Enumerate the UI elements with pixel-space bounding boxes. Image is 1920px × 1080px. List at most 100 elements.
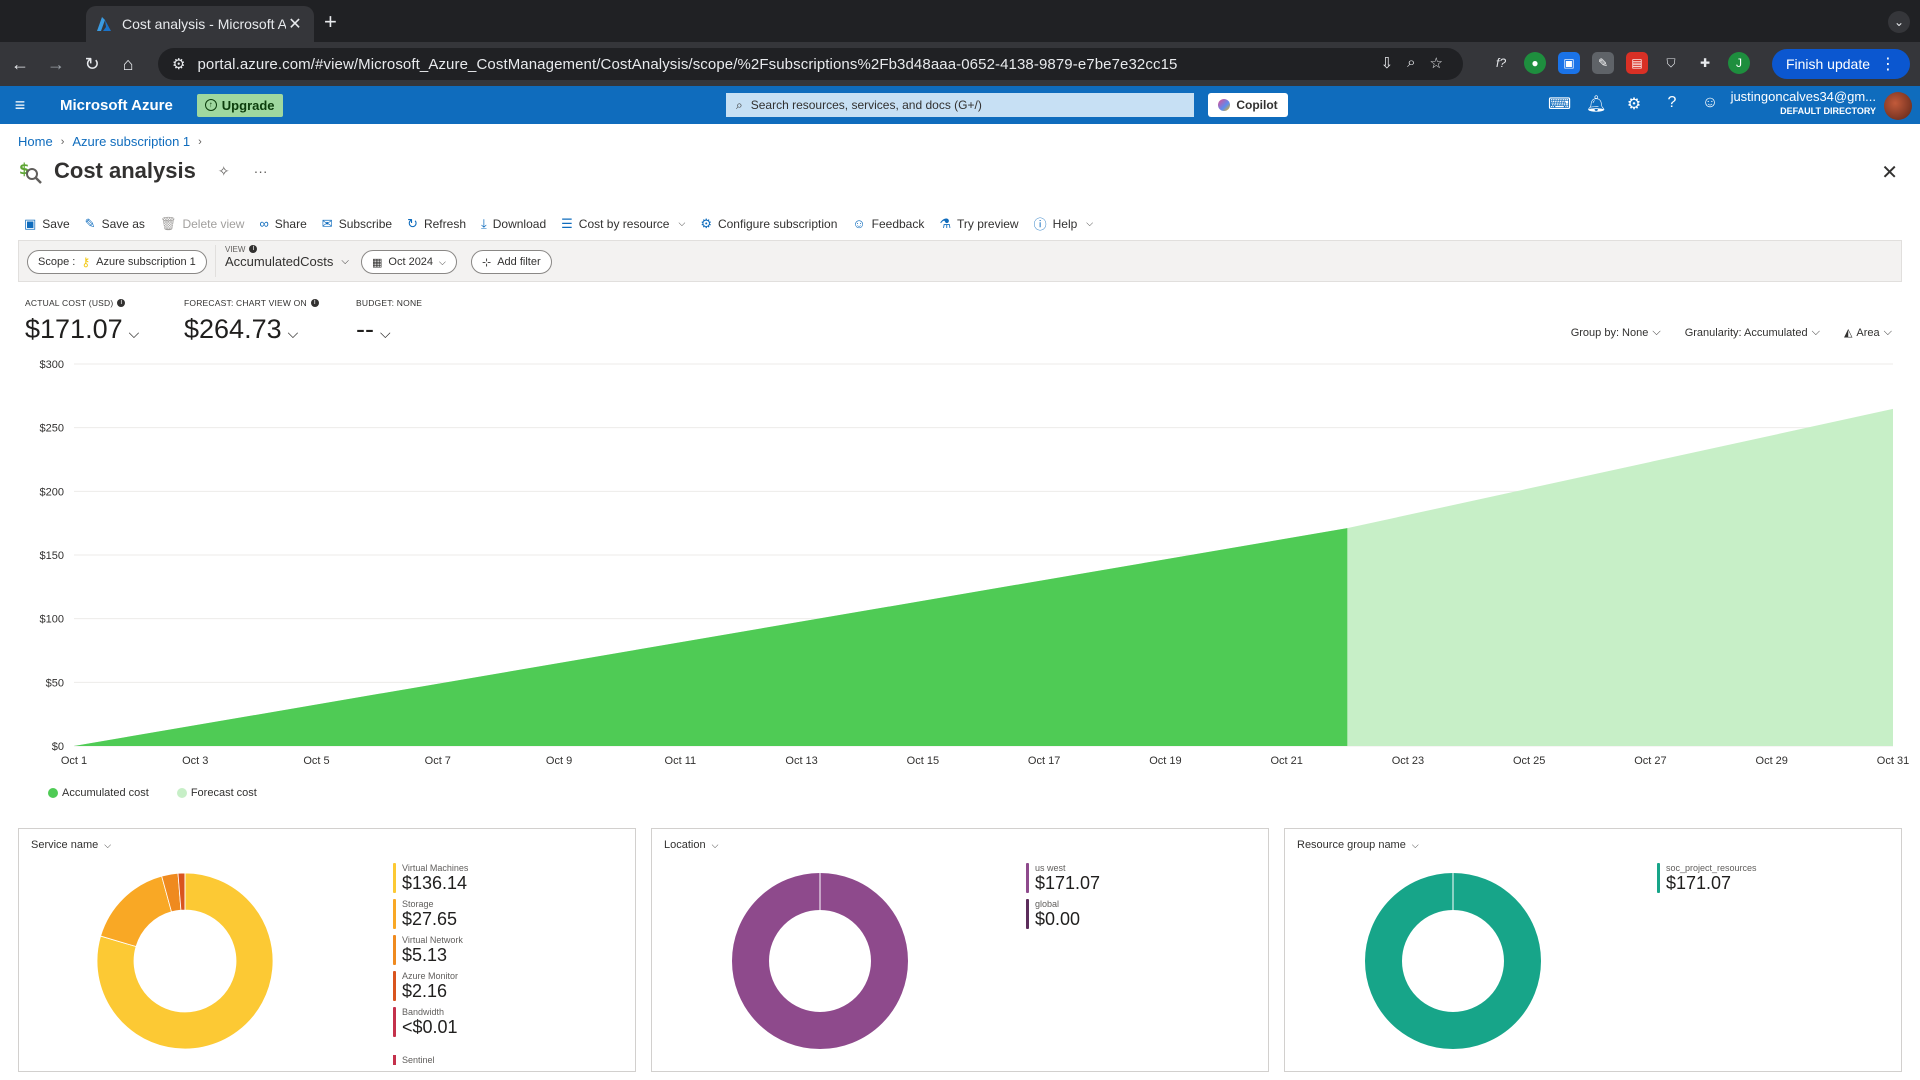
account-menu[interactable]: justingoncalves34@gm... DEFAULT DIRECTOR… — [1731, 90, 1876, 118]
extensions-puzzle-icon[interactable]: ✚ — [1699, 56, 1711, 70]
location-legend: us west $171.07 global $0.00 — [1026, 863, 1100, 935]
save-button[interactable]: ▣ Save — [24, 216, 70, 232]
refresh-button[interactable]: ↻ Refresh — [407, 216, 466, 232]
resource-group-dropdown[interactable]: Resource group name ⌵ — [1297, 839, 1419, 851]
granularity-dropdown[interactable]: Granularity: Accumulated ⌵ — [1685, 326, 1820, 339]
donut-slice[interactable] — [732, 873, 908, 1049]
extension-formula-icon[interactable]: f? — [1495, 56, 1506, 70]
refresh-icon: ↻ — [407, 215, 418, 231]
donut-slice[interactable] — [100, 875, 172, 948]
budget-kpi[interactable]: BUDGET: NONE -- ⌵ — [356, 298, 422, 345]
settings-gear-icon[interactable]: ⚙ — [1626, 96, 1642, 113]
account-avatar[interactable] — [1884, 92, 1912, 120]
chevron-right-icon: › — [198, 135, 202, 148]
pin-icon[interactable]: ✧ — [217, 162, 230, 179]
scope-label: Scope : — [38, 256, 76, 268]
bookmark-star-icon[interactable]: ☆ — [1429, 55, 1443, 72]
site-info-icon[interactable]: ⚙ — [172, 56, 186, 73]
notifications-bell-icon[interactable]: 🔔︎ — [1586, 96, 1607, 113]
help-button[interactable]: ⓘ Help ⌵ — [1034, 214, 1094, 233]
legend-item[interactable]: Virtual Machines $136.14 — [393, 863, 468, 893]
try-preview-button[interactable]: ⚗ Try preview — [939, 216, 1018, 232]
browser-tab[interactable]: Cost analysis - Microsoft Azure ✕ — [86, 6, 314, 42]
upgrade-button[interactable]: ↑ Upgrade — [196, 93, 283, 117]
legend-item[interactable]: us west $171.07 — [1026, 863, 1100, 893]
legend-item[interactable]: Virtual Network $5.13 — [393, 935, 468, 965]
legend-forecast-cost[interactable]: Forecast cost — [176, 787, 257, 799]
extension-red-icon[interactable]: ▤ — [1626, 52, 1648, 74]
chart-type-dropdown[interactable]: ◭ Area ⌵ — [1844, 326, 1892, 339]
service-name-dropdown[interactable]: Service name ⌵ — [31, 839, 111, 851]
feedback-person-icon[interactable]: ☺ — [1701, 94, 1719, 111]
legend-text: Azure Monitor $2.16 — [402, 971, 458, 1001]
download-button[interactable]: ⤓ Download — [481, 216, 546, 232]
extension-shield-icon[interactable]: ⛉ — [1666, 55, 1676, 70]
breadcrumb-subscription[interactable]: Azure subscription 1 — [72, 134, 191, 149]
list-icon: ☰ — [561, 215, 573, 231]
legend-item[interactable]: Bandwidth <$0.01 — [393, 1007, 468, 1037]
help-question-icon[interactable]: ? — [1667, 94, 1677, 111]
group-by-dropdown[interactable]: Group by: None ⌵ — [1571, 326, 1661, 339]
x-tick-label: Oct 21 — [1270, 755, 1302, 767]
legend-text: us west $171.07 — [1035, 863, 1100, 893]
flask-icon: ⚗ — [939, 215, 952, 231]
new-tab-icon[interactable]: + — [324, 9, 337, 34]
extension-green-icon[interactable]: ● — [1524, 52, 1546, 74]
info-icon: i — [249, 245, 258, 253]
feedback-button[interactable]: ☺ Feedback — [852, 216, 924, 231]
copilot-button[interactable]: Copilot — [1208, 93, 1288, 117]
tab-search-icon[interactable]: ⌄ — [1888, 11, 1910, 33]
browser-profile-avatar[interactable]: J — [1728, 52, 1750, 74]
legend-item[interactable]: soc_project_resources $171.07 — [1657, 863, 1757, 893]
actual-cost-kpi[interactable]: ACTUAL COST (USD) i $171.07 ⌵ — [25, 298, 139, 345]
add-filter-button[interactable]: ⊹ Add filter — [471, 250, 552, 274]
home-icon[interactable]: ⌂ — [122, 53, 134, 74]
subscribe-label: Subscribe — [338, 216, 393, 231]
view-selector[interactable]: VIEW i AccumulatedCosts ⌵ — [225, 245, 349, 269]
breadcrumb-home[interactable]: Home — [18, 134, 53, 149]
legend-accumulated-cost[interactable]: Accumulated cost — [48, 787, 149, 799]
upgrade-label: Upgrade — [221, 97, 275, 113]
accumulated-cost-area[interactable] — [74, 528, 1348, 746]
install-app-icon[interactable]: ⇩ — [1380, 55, 1394, 72]
chevron-down-icon: ⌵ — [1652, 326, 1661, 338]
portal-menu-icon[interactable]: ≡ — [14, 94, 26, 115]
configure-subscription-button[interactable]: ⚙ Configure subscription — [700, 216, 837, 232]
extension-pen-icon[interactable]: ✎ — [1592, 52, 1614, 74]
x-tick-label: Oct 11 — [665, 755, 697, 767]
azure-brand[interactable]: Microsoft Azure — [60, 96, 173, 114]
finish-update-button[interactable]: Finish update ⋮ — [1771, 49, 1910, 79]
legend-item[interactable]: global $0.00 — [1026, 899, 1100, 929]
date-range-pill[interactable]: ▦ Oct 2024 ⌵ — [361, 250, 457, 274]
reload-icon[interactable]: ↻ — [84, 53, 100, 74]
chevron-down-icon: ⌵ — [128, 325, 140, 341]
back-icon[interactable]: ← — [11, 53, 29, 74]
scope-pill[interactable]: Scope : ⚷ Azure subscription 1 — [27, 250, 207, 274]
forecast-kpi[interactable]: FORECAST: CHART VIEW ON i $264.73 ⌵ — [184, 298, 319, 345]
copilot-icon — [1218, 99, 1231, 111]
donut-slice[interactable] — [96, 872, 274, 1050]
x-tick-label: Oct 13 — [785, 755, 817, 767]
close-blade-icon[interactable]: ✕ — [1881, 162, 1898, 184]
zoom-icon[interactable]: ⌕ — [1407, 54, 1416, 71]
x-tick-label: Oct 3 — [182, 755, 208, 767]
donut-slice[interactable] — [1365, 873, 1541, 1049]
cost-by-resource-button[interactable]: ☰ Cost by resource ⌵ — [561, 216, 685, 232]
legend-item[interactable]: Storage $27.65 — [393, 899, 468, 929]
extension-blue-icon[interactable]: ▣ — [1558, 52, 1580, 74]
legend-item[interactable]: Azure Monitor $2.16 — [393, 971, 468, 1001]
location-dropdown[interactable]: Location ⌵ — [664, 839, 718, 851]
share-button[interactable]: ∞ Share — [259, 216, 306, 231]
more-options-icon[interactable]: ··· — [253, 163, 268, 179]
close-tab-icon[interactable]: ✕ — [288, 16, 302, 33]
cloud-shell-icon[interactable]: ⌨ — [1548, 96, 1572, 113]
forecast-cost-area[interactable] — [74, 408, 1893, 746]
share-link-icon: ∞ — [259, 216, 269, 231]
address-bar[interactable]: ⚙ portal.azure.com/#view/Microsoft_Azure… — [158, 48, 1463, 80]
view-label: VIEW — [225, 245, 246, 254]
save-as-button[interactable]: ✎ Save as — [85, 216, 145, 232]
subscribe-button[interactable]: ✉ Subscribe — [322, 216, 392, 232]
global-search-input[interactable]: ⌕ Search resources, services, and docs (… — [726, 93, 1194, 117]
delete-view-button[interactable]: 🗑︎ Delete view — [160, 216, 245, 232]
forward-icon[interactable]: → — [47, 53, 65, 74]
